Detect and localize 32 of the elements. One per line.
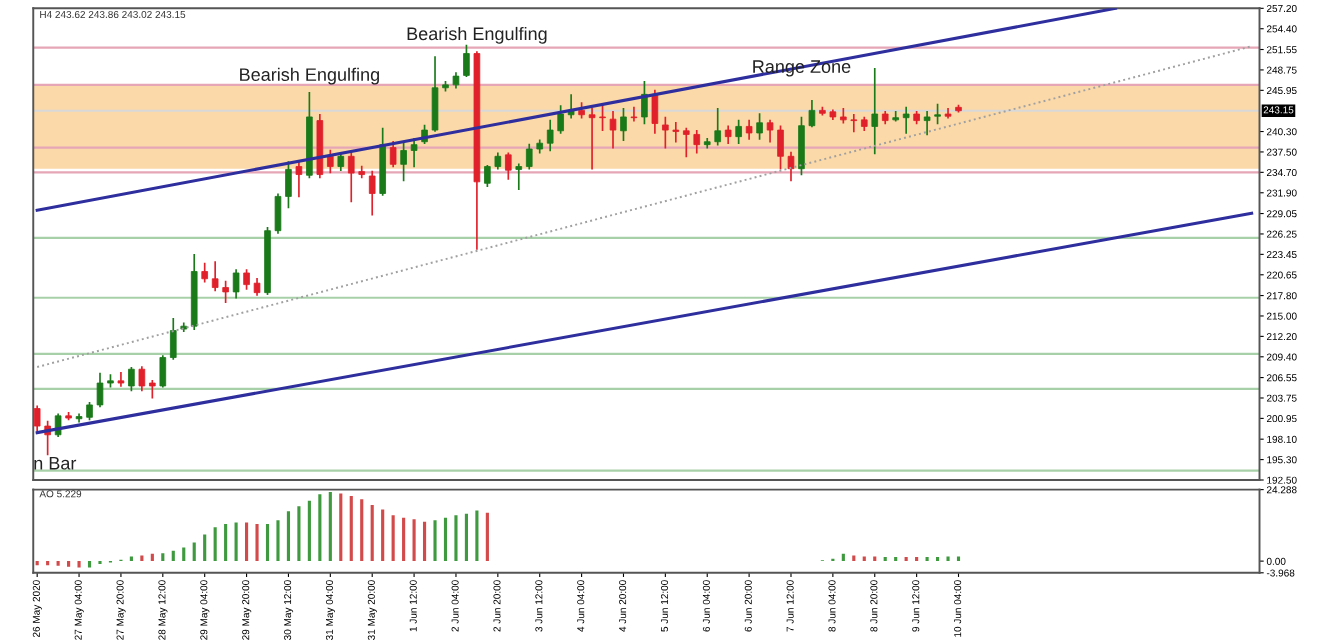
candlestick [138, 366, 146, 392]
candlestick [400, 140, 407, 182]
candlestick [243, 269, 250, 290]
candlestick [159, 355, 167, 388]
candlestick [117, 371, 125, 387]
candlestick [505, 152, 512, 180]
candlestick [295, 161, 303, 198]
candlestick [620, 108, 627, 142]
annotation: Bearish Engulfing [240, 67, 379, 85]
candlestick [735, 119, 742, 145]
candlestick [651, 89, 659, 134]
candlestick [745, 119, 753, 140]
candlestick [201, 262, 208, 283]
candlestick [756, 113, 763, 140]
candlestick [180, 322, 188, 333]
candlestick [944, 108, 952, 119]
candlestick [410, 137, 418, 168]
candlestick [232, 269, 240, 299]
candlestick [641, 81, 648, 125]
candlestick [515, 163, 523, 190]
candlestick [871, 67, 879, 155]
annotation: Bearish Engulfing [407, 26, 547, 44]
candlestick [630, 106, 638, 122]
candlestick [463, 44, 470, 77]
candlestick [327, 149, 334, 174]
annotation: n Bar [34, 457, 77, 470]
candlestick [128, 366, 135, 392]
candlestick [902, 106, 910, 134]
candlestick [368, 170, 376, 216]
candlestick [169, 318, 177, 360]
candlestick [609, 111, 617, 149]
candlestick [389, 140, 397, 168]
